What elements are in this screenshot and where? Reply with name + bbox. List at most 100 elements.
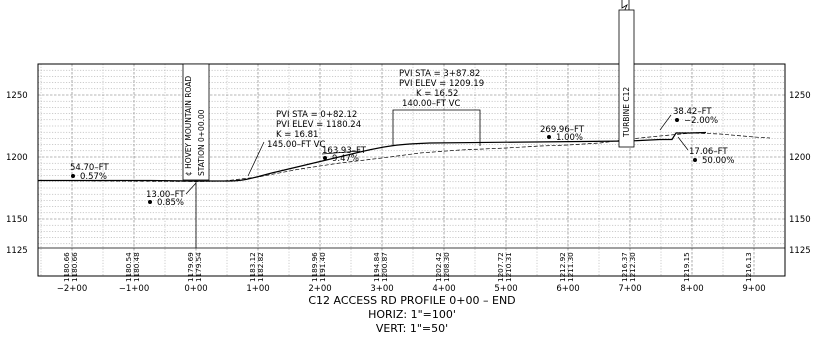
existing-elevation: 1212.92: [558, 252, 567, 282]
proposed-elevation: 1211.30: [566, 252, 575, 282]
vc-bracket: [392, 109, 481, 146]
grade-value: 0.85%: [157, 198, 184, 208]
station-label: 0+00: [184, 284, 207, 294]
elevation-label: 1125: [6, 246, 28, 256]
proposed-elevation: 1180.66: [70, 252, 79, 282]
grade-length: 38.42–FT: [673, 107, 712, 117]
major-grid: [38, 64, 785, 276]
grade-callout: 54.70–FT 0.57%: [70, 163, 109, 182]
station-axis: −2+00 −1+00 0+00 1+00 2+00 3+00 4+00 5+0…: [57, 284, 766, 294]
profile-title: C12 ACCESS RD PROFILE 0+00 – END: [308, 294, 515, 307]
existing-elevation: 1180.66: [62, 252, 71, 282]
elevation-axis-left: 1250 1200 1150 1125: [6, 91, 28, 256]
elevation-label: 1200: [789, 153, 811, 163]
grade-point-icon: [323, 156, 327, 160]
grade-callout: 13.00–FT 0.85%: [146, 182, 197, 208]
proposed-elevation: 1212.30: [628, 252, 637, 282]
pvi-leader: [247, 141, 265, 177]
existing-elevation: 1216.13: [744, 252, 753, 282]
pvi-line: PVI ELEV = 1180.24: [276, 120, 361, 130]
grade-length: 163.93–FT: [322, 146, 367, 156]
existing-elevation: 1194.84: [372, 252, 381, 282]
turbine-break-line: [621, 0, 630, 13]
grade-point-icon: [675, 118, 679, 122]
grade-point-icon: [693, 158, 697, 162]
proposed-elevation: 1210.31: [504, 252, 513, 282]
turbine-label: TURBINE C12: [622, 87, 631, 138]
proposed-elevation: 1208.30: [442, 252, 451, 282]
grade-leader: [659, 114, 672, 131]
grade-leader: [677, 136, 689, 151]
existing-elevation: 1183.12: [248, 252, 257, 282]
grade-leader: [185, 182, 197, 195]
pvi-line: PVI ELEV = 1209.19: [399, 79, 484, 89]
proposed-profile-line: [38, 131, 707, 182]
grade-leader: [321, 150, 361, 155]
elevation-axis-right: 1250 1200 1150 1125: [789, 91, 811, 256]
vertical-scale: VERT: 1"=50': [376, 322, 448, 335]
station-label: 7+00: [618, 284, 641, 294]
existing-elevation: 1216.37: [620, 252, 629, 282]
station-label: 3+00: [370, 284, 393, 294]
existing-elevation: 1189.96: [310, 252, 319, 282]
elevation-readouts: 1180.66 1180.66 1180.54 1180.48 1179.69 …: [62, 252, 753, 282]
grade-value: 50.00%: [702, 156, 734, 166]
station-label: 2+00: [308, 284, 331, 294]
elevation-label: 1250: [6, 91, 28, 101]
station-label: −2+00: [57, 284, 87, 294]
road-label: ¢ HOVEY MOUNTAIN ROAD: [184, 76, 193, 176]
grade-point-icon: [71, 174, 75, 178]
pvi-line: 140.00–FT VC: [402, 99, 460, 109]
horizontal-scale: HORIZ: 1"=100': [368, 308, 456, 321]
profile-frame: [37, 63, 786, 277]
elevation-label: 1150: [789, 215, 811, 225]
elevation-label: 1125: [789, 246, 811, 256]
grade-point-icon: [148, 200, 152, 204]
pvi-2-callout: PVI STA = 3+87.82 PVI ELEV = 1209.19 K =…: [399, 69, 484, 109]
proposed-elevation: 1200.87: [380, 252, 389, 282]
station-label: −1+00: [119, 284, 149, 294]
elevation-label: 1200: [6, 153, 28, 163]
station-label: 5+00: [494, 284, 517, 294]
proposed-elevation: 1179.54: [194, 252, 203, 282]
proposed-elevation: 1180.48: [132, 252, 141, 282]
grade-value: 9.47%: [332, 154, 359, 164]
existing-elevation: 1207.72: [496, 252, 505, 282]
pvi-line: 145.00–FT VC: [267, 140, 325, 150]
grade-value: 0.57%: [80, 172, 107, 182]
turbine-marker-box: [618, 9, 635, 148]
grade-length: 54.70–FT: [70, 163, 109, 173]
station-label: 6+00: [556, 284, 579, 294]
existing-elevation: 1202.42: [434, 252, 443, 282]
pvi-line: PVI STA = 0+82.12: [276, 110, 357, 120]
grade-length: 269.96–FT: [540, 125, 585, 135]
grade-length: 13.00–FT: [146, 190, 185, 200]
elevation-label: 1250: [789, 91, 811, 101]
station-label: 8+00: [680, 284, 703, 294]
pvi-line: K = 16.81: [276, 130, 318, 140]
station-label: 9+00: [742, 284, 765, 294]
grade-value: 1.00%: [556, 133, 583, 143]
grade-callout: 269.96–FT 1.00%: [540, 125, 585, 143]
pvi-line: PVI STA = 3+87.82: [399, 69, 480, 79]
road-station-label: STATION 0+00.00: [197, 109, 206, 176]
minor-grid: [38, 64, 785, 276]
station-label: 1+00: [246, 284, 269, 294]
grade-callout: 163.93–FT 9.47%: [321, 146, 367, 164]
grade-callout: 17.06–FT 50.00%: [677, 136, 734, 166]
grade-point-icon: [547, 135, 551, 139]
grade-length: 17.06–FT: [689, 147, 728, 157]
station-label: 4+00: [432, 284, 455, 294]
proposed-elevation: 1182.82: [256, 252, 265, 282]
grade-callout: 38.42–FT −2.00%: [659, 107, 718, 131]
pvi-line: K = 16.52: [416, 89, 458, 99]
pvi-1-callout: PVI STA = 0+82.12 PVI ELEV = 1180.24 K =…: [267, 110, 361, 150]
elevation-label: 1150: [6, 215, 28, 225]
existing-elevation: 1180.54: [124, 252, 133, 282]
existing-elevation: 1179.69: [186, 252, 195, 282]
grade-value: −2.00%: [684, 116, 718, 126]
road-label-box: [182, 63, 210, 181]
proposed-elevation: 1191.40: [318, 252, 327, 282]
existing-elevation: 1219.15: [682, 252, 691, 282]
